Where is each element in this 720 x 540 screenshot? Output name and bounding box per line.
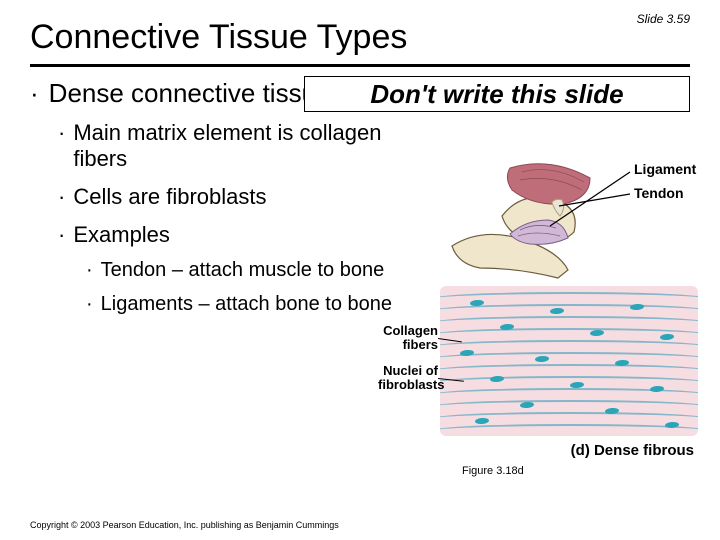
bullet-level3: · Ligaments – attach bone to bone <box>86 292 430 316</box>
bullet-text: Dense connective tissue <box>49 78 331 108</box>
overlay-note-text: Don't write this slide <box>370 79 623 110</box>
micro-label-nuclei: Nuclei of fibroblasts <box>378 364 438 392</box>
bullet-text: Examples <box>73 222 170 248</box>
overlay-note-box: Don't write this slide <box>304 76 690 112</box>
bullet-text: Tendon – attach muscle to bone <box>101 258 385 282</box>
bullet-level2: · Cells are fibroblasts <box>58 184 430 210</box>
page-title: Connective Tissue Types <box>30 18 407 57</box>
anatomy-label-tendon: Tendon <box>634 185 684 201</box>
bullet-level2: · Main matrix element is collagen fibers <box>58 120 430 172</box>
bullet-level3: · Tendon – attach muscle to bone <box>86 258 430 282</box>
bullet-text: Cells are fibroblasts <box>73 184 266 210</box>
title-underline <box>30 64 690 67</box>
bullet-text: Ligaments – attach bone to bone <box>101 292 392 316</box>
bullet-text: Main matrix element is collagen fibers <box>73 120 430 172</box>
bullet-dot: · <box>58 184 65 210</box>
figure-reference: Figure 3.18d <box>462 465 524 477</box>
slide-number: Slide 3.59 <box>637 12 690 26</box>
bullet-dot: · <box>58 120 65 172</box>
bullet-dot: · <box>86 258 93 282</box>
bullet-dot: · <box>86 292 93 316</box>
bullet-dot: · <box>58 222 65 248</box>
micro-label-collagen: Collagen fibers <box>378 324 438 352</box>
anatomy-label-ligament: Ligament <box>634 161 697 177</box>
content-area: · Dense connective tissue · Main matrix … <box>30 78 430 320</box>
bullet-level2: · Examples <box>58 222 430 248</box>
micrograph-image <box>440 286 698 436</box>
bullet-dot: · <box>30 78 39 108</box>
figure-area: Ligament Tendon <box>440 150 698 459</box>
figure-caption: (d) Dense fibrous <box>440 442 698 459</box>
anatomy-diagram: Ligament Tendon <box>440 150 698 280</box>
copyright-text: Copyright © 2003 Pearson Education, Inc.… <box>30 520 339 530</box>
